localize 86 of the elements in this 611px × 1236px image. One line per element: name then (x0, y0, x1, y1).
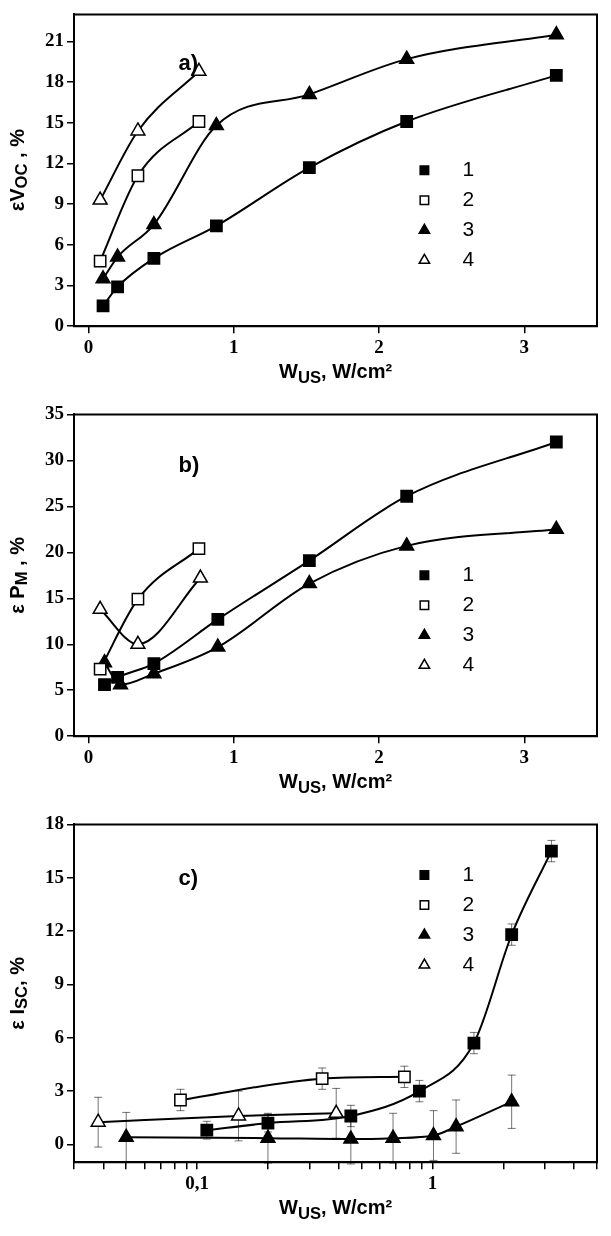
y-tick-label: 15 (45, 865, 64, 887)
point (209, 219, 223, 233)
point (210, 638, 226, 652)
y-tick-label: 0 (54, 1132, 64, 1154)
legend-label: 1 (462, 157, 475, 181)
y-tick-label: 0 (54, 314, 64, 336)
point (211, 613, 225, 626)
point (93, 662, 107, 676)
legend-label: 4 (462, 652, 475, 676)
point (92, 191, 108, 205)
x-axis-title: W$_{US}$, W/cm² (279, 360, 393, 389)
x-tick-label: 1 (229, 335, 239, 357)
legend-label: 1 (462, 562, 475, 586)
y-tick-label: 15 (45, 586, 64, 608)
legend-label: 2 (462, 592, 475, 616)
point (548, 520, 564, 535)
point (111, 280, 124, 294)
point (130, 635, 146, 650)
legend-label: 3 (462, 622, 475, 646)
y-tick-label: 3 (54, 1078, 64, 1100)
x-tick-label: 0 (83, 335, 94, 357)
point (192, 115, 206, 128)
point (147, 657, 161, 670)
point (98, 678, 111, 692)
x-tick-label: 2 (374, 335, 384, 357)
point (147, 252, 161, 265)
x-tick-label: 1 (229, 745, 239, 767)
y-tick-label: 0 (54, 724, 64, 746)
y-tick-label: 18 (45, 70, 64, 92)
legend-label: 3 (462, 921, 475, 945)
point (146, 215, 162, 230)
y-tick-label: 3 (54, 273, 64, 295)
point (302, 161, 316, 174)
point (109, 248, 126, 262)
point (548, 25, 564, 40)
x-tick-label: 3 (519, 745, 530, 767)
legend-label: 4 (462, 247, 475, 271)
point (111, 670, 124, 684)
point (130, 122, 146, 136)
y-tick-label: 18 (45, 812, 64, 834)
x-axis-title: W$_{US}$, W/cm² (279, 1196, 393, 1225)
y-tick-label: 10 (45, 632, 64, 654)
y-tick-label: 9 (54, 972, 64, 994)
legend-label: 3 (462, 217, 475, 241)
legend-label: 2 (462, 187, 475, 211)
point (95, 270, 111, 284)
y-tick-label: 15 (45, 110, 64, 132)
point (131, 169, 145, 183)
point (192, 569, 209, 583)
point (549, 69, 563, 82)
x-tick-label: 2 (374, 745, 384, 767)
y-tick-label: 12 (45, 918, 64, 940)
legend-label: 1 (462, 861, 475, 885)
point (131, 592, 145, 606)
point (549, 435, 563, 449)
y-tick-label: 30 (45, 448, 64, 470)
point (208, 116, 225, 131)
point (301, 85, 318, 100)
y-tick-label: 25 (45, 494, 64, 516)
point (302, 554, 316, 567)
annotation: c) (178, 864, 199, 890)
point (301, 574, 318, 589)
y-tick-label: 21 (45, 29, 64, 51)
legend-label: 2 (462, 891, 475, 915)
point (192, 542, 206, 556)
y-tick-label: 35 (45, 402, 64, 424)
y-tick-label: 9 (54, 192, 64, 214)
point (399, 50, 415, 64)
point (400, 115, 414, 128)
point (93, 254, 107, 268)
y-tick-label: 6 (54, 232, 64, 254)
y-tick-label: 6 (54, 1025, 64, 1047)
x-tick-label: 3 (519, 335, 530, 357)
annotation: b) (178, 451, 200, 477)
point (399, 537, 415, 551)
y-tick-label: 5 (54, 678, 64, 700)
x-tick-label: 0,1 (185, 1171, 209, 1193)
x-axis-title: W$_{US}$, W/cm² (279, 770, 393, 799)
annotation: a) (178, 50, 199, 76)
y-tick-label: 20 (45, 540, 64, 562)
point (92, 600, 108, 615)
y-tick-label: 12 (45, 151, 64, 173)
point (400, 489, 414, 503)
point (96, 299, 110, 313)
x-tick-label: 0 (83, 745, 94, 767)
legend-label: 4 (462, 951, 475, 975)
